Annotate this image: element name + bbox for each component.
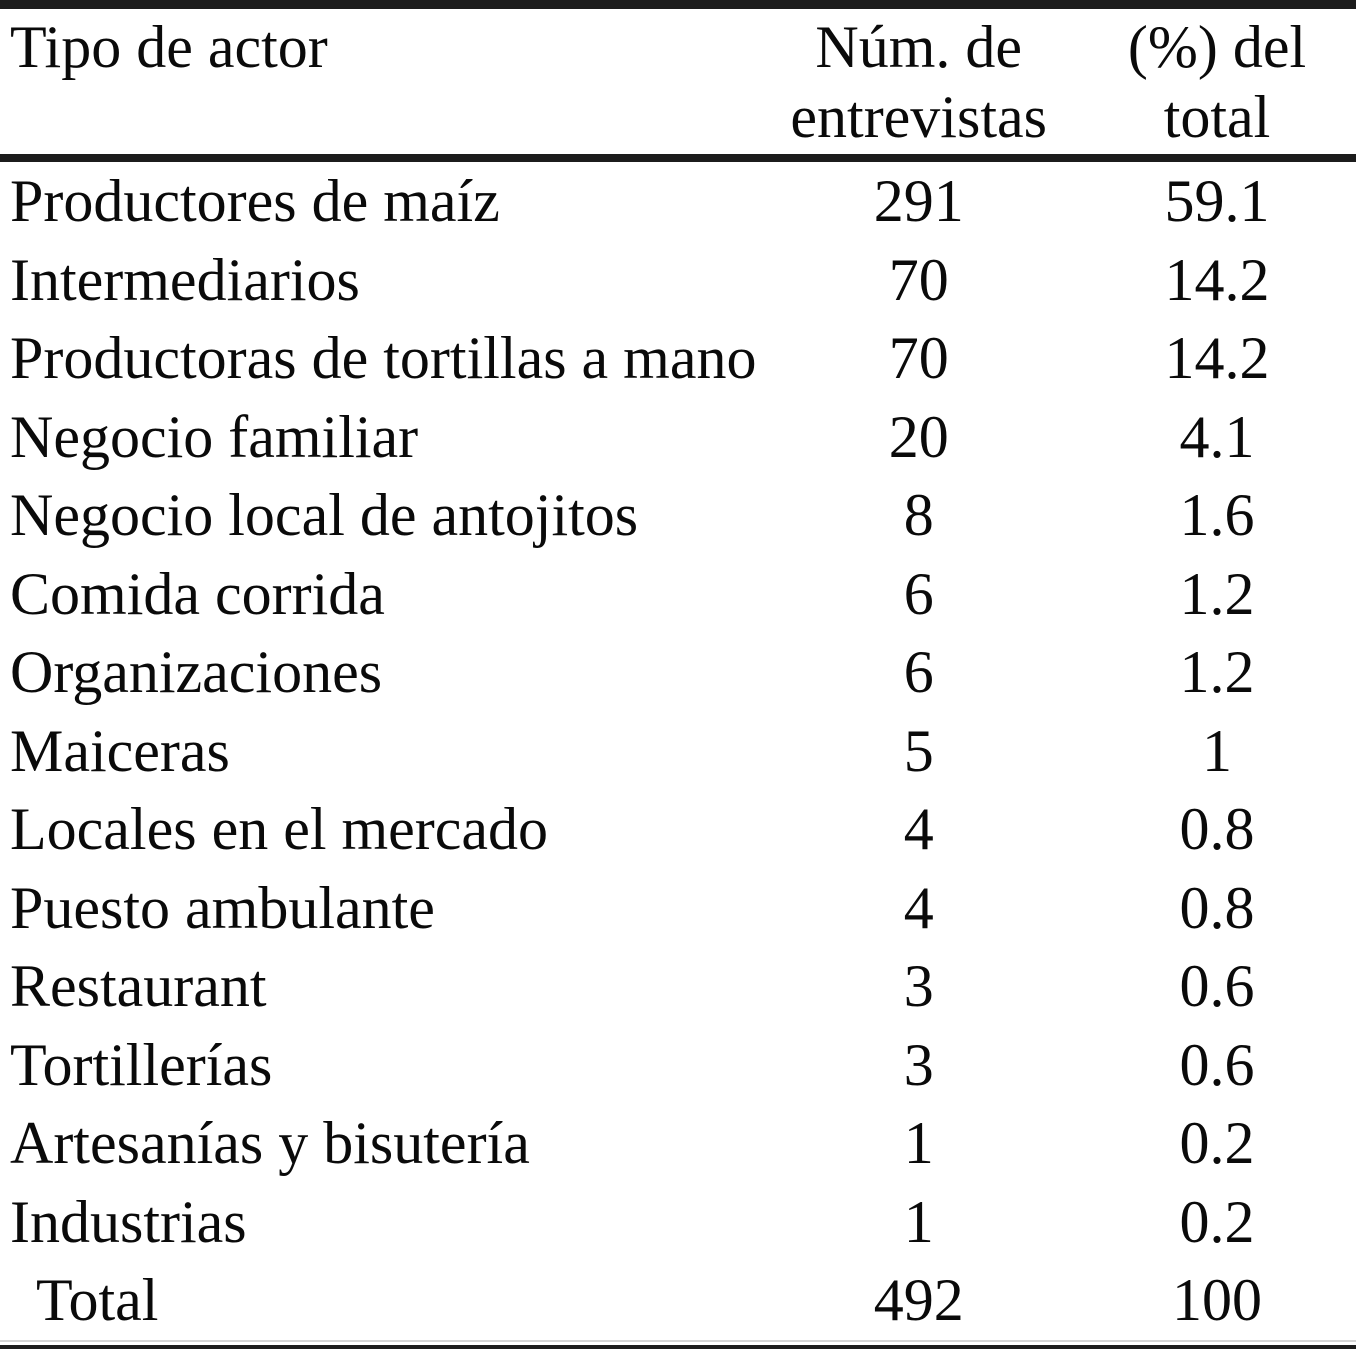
- count-cell: 20: [888, 403, 949, 470]
- percent-cell: 4.1: [1179, 403, 1255, 470]
- table-row: Tortillerías 3 0.6: [0, 1026, 1356, 1105]
- bottom-rule: [0, 1344, 1356, 1349]
- actor-cell: Comida corrida: [10, 560, 385, 627]
- table-row: Maiceras 5 1: [0, 712, 1356, 791]
- table-header: Tipo de actor Núm. de entrevistas (%) de…: [0, 9, 1356, 162]
- actor-cell: Locales en el mercado: [10, 796, 549, 862]
- top-rule: [0, 0, 1356, 9]
- count-cell: 4: [903, 874, 934, 941]
- total-row: Total 492 100: [0, 1261, 1356, 1340]
- count-cell: 5: [903, 717, 934, 784]
- table-row: Locales en el mercado 4 0.8: [0, 790, 1356, 869]
- count-cell: 291: [873, 168, 964, 234]
- count-cell: 70: [888, 246, 949, 313]
- percent-cell: 1.2: [1179, 639, 1255, 705]
- count-cell: 6: [903, 560, 934, 627]
- actor-cell: Artesanías y bisutería: [10, 1110, 530, 1176]
- total-percent-cell: 100: [1172, 1267, 1262, 1333]
- table-row: Productoras de tortillas a mano 70 14.2: [0, 319, 1356, 398]
- count-cell: 70: [888, 325, 949, 391]
- total-label-cell: Total: [36, 1267, 159, 1333]
- count-cell: 1: [903, 1188, 934, 1255]
- percent-cell: 0.8: [1179, 796, 1255, 862]
- count-cell: 1: [903, 1110, 934, 1176]
- table-row: Productores de maíz 291 59.1: [0, 158, 1356, 241]
- count-cell: 8: [903, 482, 934, 548]
- actor-cell: Productoras de tortillas a mano: [10, 325, 757, 391]
- actor-cell: Restaurant: [10, 953, 267, 1019]
- table-row: Negocio familiar 20 4.1: [0, 398, 1356, 477]
- count-cell: 4: [903, 796, 934, 862]
- table-row: Artesanías y bisutería 1 0.2: [0, 1104, 1356, 1183]
- percent-cell: 0.6: [1179, 1031, 1255, 1098]
- table-row: Puesto ambulante 4 0.8: [0, 869, 1356, 948]
- actors-table: Tipo de actor Núm. de entrevistas (%) de…: [0, 9, 1356, 1340]
- percent-cell: 1.2: [1179, 560, 1255, 627]
- percent-cell: 0.2: [1179, 1188, 1255, 1255]
- actor-cell: Puesto ambulante: [10, 874, 435, 941]
- count-cell: 6: [903, 639, 934, 705]
- actor-cell: Organizaciones: [10, 639, 383, 705]
- col-header-interview-count: Núm. de entrevistas: [759, 9, 1079, 162]
- table-row: Comida corrida 6 1.2: [0, 555, 1356, 634]
- actor-cell: Tortillerías: [10, 1031, 273, 1098]
- count-cell: 3: [903, 953, 934, 1019]
- percent-cell: 0.8: [1179, 874, 1255, 941]
- actor-cell: Maiceras: [10, 717, 230, 784]
- col-header-actor-type: Tipo de actor: [0, 9, 760, 162]
- col-header-percent-of-total: (%) del total: [1078, 9, 1356, 162]
- percent-cell: 1.6: [1179, 482, 1255, 548]
- actor-cell: Industrias: [10, 1188, 247, 1255]
- table-row: Negocio local de antojitos 8 1.6: [0, 476, 1356, 555]
- bottom-faint-rule: [0, 1339, 1356, 1342]
- percent-cell: 0.2: [1179, 1110, 1255, 1176]
- table-row: Organizaciones 6 1.2: [0, 633, 1356, 712]
- percent-cell: 1: [1202, 717, 1232, 784]
- percent-cell: 59.1: [1164, 168, 1270, 234]
- actor-cell: Intermediarios: [10, 246, 360, 313]
- table-row: Intermediarios 70 14.2: [0, 241, 1356, 320]
- percent-cell: 14.2: [1164, 246, 1270, 313]
- percent-cell: 0.6: [1179, 953, 1255, 1019]
- table-row: Restaurant 3 0.6: [0, 947, 1356, 1026]
- actor-cell: Negocio local de antojitos: [10, 482, 639, 548]
- actor-cell: Productores de maíz: [10, 168, 500, 234]
- count-cell: 3: [903, 1031, 934, 1098]
- header-row: Tipo de actor Núm. de entrevistas (%) de…: [0, 9, 1356, 162]
- total-count-cell: 492: [873, 1267, 964, 1333]
- table-row: Industrias 1 0.2: [0, 1183, 1356, 1262]
- actor-cell: Negocio familiar: [10, 403, 419, 470]
- table-body: Productores de maíz 291 59.1 Intermediar…: [0, 158, 1356, 1340]
- percent-cell: 14.2: [1164, 325, 1270, 391]
